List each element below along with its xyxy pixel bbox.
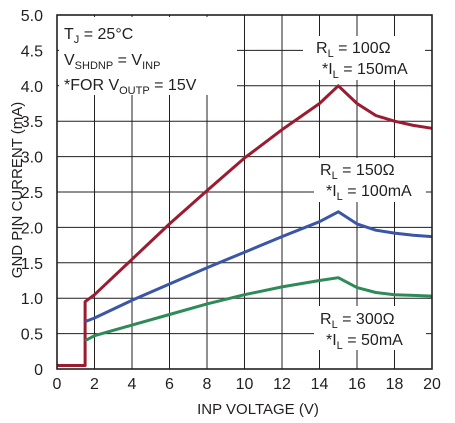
x-tick-label: 16 bbox=[348, 376, 366, 393]
y-axis-label: GND PIN CURRENT (mA) bbox=[9, 102, 26, 278]
series-line-1 bbox=[57, 84, 433, 367]
x-tick-labels: 0 2 4 6 8 10 12 14 16 18 20 bbox=[53, 376, 441, 393]
condition-text: *FOR VOUTP = 15V bbox=[64, 77, 197, 97]
x-tick-label: 8 bbox=[203, 376, 212, 393]
y-tick-label: 1.0 bbox=[21, 291, 43, 308]
series-label-background bbox=[314, 306, 426, 350]
series-label-background bbox=[303, 36, 425, 80]
y-tick-label: 3.5 bbox=[21, 114, 43, 131]
x-tick-label: 2 bbox=[90, 376, 99, 393]
series-label-current: *IL = 50mA bbox=[326, 332, 403, 352]
x-tick-label: 0 bbox=[53, 376, 62, 393]
y-tick-label: 5.0 bbox=[21, 8, 43, 25]
y-tick-label: 2.5 bbox=[21, 185, 43, 202]
series-label-current: *IL = 150mA bbox=[322, 61, 408, 81]
y-tick-label: 3.0 bbox=[21, 150, 43, 167]
plot-border bbox=[56, 14, 433, 370]
y-tick-labels: 0 0.5 1.0 1.5 2.0 2.5 3.0 3.5 4.0 4.5 5.0 bbox=[21, 8, 43, 379]
series-line-3 bbox=[84, 276, 433, 343]
x-axis-label: INP VOLTAGE (V) bbox=[197, 401, 319, 418]
x-tick-label: 18 bbox=[386, 376, 404, 393]
x-tick-label: 14 bbox=[311, 376, 329, 393]
series-label-resistance: RL = 300Ω bbox=[320, 311, 395, 331]
y-tick-label: 0 bbox=[34, 362, 43, 379]
condition-text: TJ = 25°C bbox=[64, 26, 133, 46]
annotations: TJ = 25°C VSHDNP = VINP *FOR VOUTP = 15V RL… bbox=[59, 17, 426, 352]
series-line-2 bbox=[84, 210, 433, 324]
series-label-resistance: RL = 100Ω bbox=[316, 40, 391, 60]
x-tick-label: 4 bbox=[128, 376, 137, 393]
series-label-resistance: RL = 150Ω bbox=[320, 162, 395, 182]
x-tick-label: 6 bbox=[165, 376, 174, 393]
x-tick-label: 10 bbox=[236, 376, 254, 393]
x-tick-label: 12 bbox=[273, 376, 291, 393]
y-tick-label: 2.0 bbox=[21, 220, 43, 237]
y-tick-label: 4.0 bbox=[21, 79, 43, 96]
plot-frame bbox=[56, 14, 433, 370]
y-tick-label: 4.5 bbox=[21, 43, 43, 60]
condition-text: VSHDNP = VINP bbox=[64, 52, 160, 72]
y-tick-label: 1.5 bbox=[21, 256, 43, 273]
series-label-background bbox=[314, 158, 426, 202]
x-tick-label: 20 bbox=[423, 376, 441, 393]
y-tick-label: 0.5 bbox=[21, 327, 43, 344]
series-label-current: *IL = 100mA bbox=[326, 183, 412, 203]
conditions-background bbox=[59, 17, 237, 95]
series-group bbox=[57, 84, 433, 367]
